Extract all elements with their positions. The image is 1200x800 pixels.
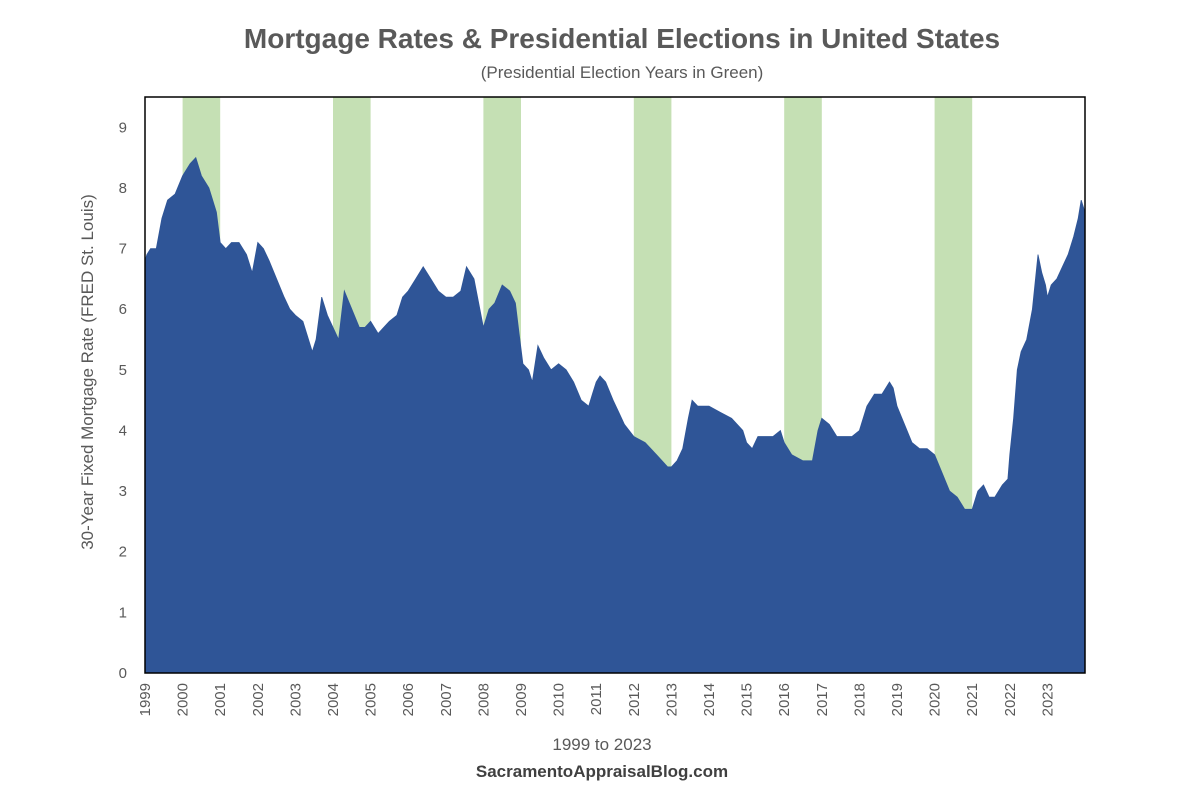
x-tick-label: 2009 xyxy=(513,683,530,716)
y-tick-label: 1 xyxy=(119,604,127,621)
x-tick-label: 2000 xyxy=(175,683,192,716)
y-axis-ticks: 0 1 2 3 4 5 6 7 8 9 xyxy=(119,119,127,682)
x-tick-label: 2003 xyxy=(287,683,304,716)
x-tick-label: 2013 xyxy=(663,683,680,716)
y-tick-label: 3 xyxy=(119,483,127,500)
y-tick-label: 9 xyxy=(119,119,127,136)
x-tick-label: 2011 xyxy=(588,683,605,715)
x-tick-label: 2017 xyxy=(814,683,831,716)
y-axis-label: 30-Year Fixed Mortgage Rate (FRED St. Lo… xyxy=(78,194,97,550)
x-tick-label: 2020 xyxy=(927,683,944,716)
x-tick-label: 2023 xyxy=(1039,683,1056,716)
y-tick-label: 0 xyxy=(119,665,127,682)
y-tick-label: 8 xyxy=(119,180,127,197)
x-tick-label: 2002 xyxy=(250,683,267,716)
x-tick-label: 2010 xyxy=(551,683,568,716)
x-tick-label: 2012 xyxy=(626,683,643,716)
x-tick-label: 2014 xyxy=(701,683,718,716)
y-tick-label: 6 xyxy=(119,301,127,318)
y-tick-label: 7 xyxy=(119,241,127,258)
x-axis-label: 1999 to 2023 xyxy=(552,735,651,754)
y-tick-label: 4 xyxy=(119,422,127,439)
x-tick-label: 2001 xyxy=(212,683,229,716)
x-tick-label: 2006 xyxy=(400,683,417,716)
x-tick-label: 2005 xyxy=(363,683,380,716)
chart-title: Mortgage Rates & Presidential Elections … xyxy=(244,23,1000,54)
source-credit: SacramentoAppraisalBlog.com xyxy=(476,762,728,781)
x-axis-ticks: 1999 2000 2001 2002 2003 2004 2005 2006 2007 2008… xyxy=(137,683,1056,716)
x-tick-label: 2016 xyxy=(776,683,793,716)
y-tick-label: 5 xyxy=(119,362,127,379)
chart-subtitle: (Presidential Election Years in Green) xyxy=(481,63,764,82)
x-tick-label: 2022 xyxy=(1002,683,1019,716)
plot-frame xyxy=(144,96,1086,674)
x-tick-label: 2019 xyxy=(889,683,906,716)
mortgage-rate-area xyxy=(144,156,1086,674)
x-tick-label: 2018 xyxy=(851,683,868,716)
x-tick-label: 2007 xyxy=(438,683,455,716)
x-tick-label: 2021 xyxy=(964,683,981,716)
x-tick-label: 2015 xyxy=(739,683,756,716)
x-tick-label: 2008 xyxy=(475,683,492,716)
x-tick-label: 1999 xyxy=(137,683,154,716)
x-tick-label: 2004 xyxy=(325,683,342,716)
area-layer xyxy=(144,156,1086,674)
y-tick-label: 2 xyxy=(119,544,127,561)
